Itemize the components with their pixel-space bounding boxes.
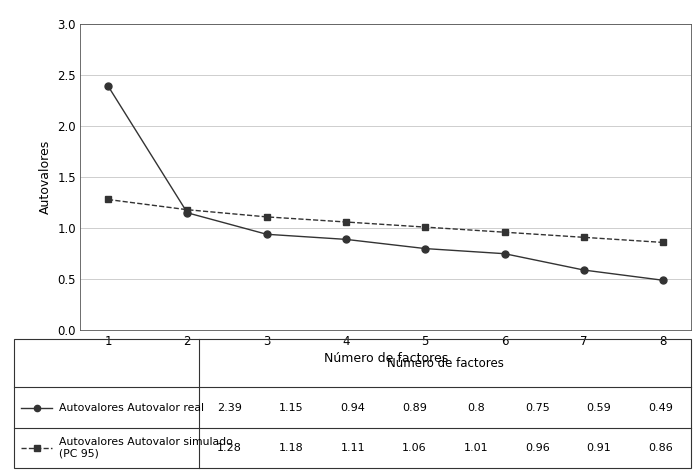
- Text: 1.28: 1.28: [217, 443, 242, 453]
- Text: 0.91: 0.91: [586, 443, 611, 453]
- Text: 0.94: 0.94: [340, 403, 365, 413]
- Text: 0.49: 0.49: [648, 403, 673, 413]
- Text: 0.96: 0.96: [525, 443, 549, 453]
- Text: 2.39: 2.39: [217, 403, 242, 413]
- Text: Autovalores Autovalor real: Autovalores Autovalor real: [59, 403, 205, 413]
- Text: Autovalores Autovalor simulado
(PC 95): Autovalores Autovalor simulado (PC 95): [59, 437, 233, 459]
- Text: 0.75: 0.75: [525, 403, 549, 413]
- Text: 1.11: 1.11: [341, 443, 365, 453]
- Text: Número de factores: Número de factores: [387, 357, 503, 370]
- Text: 1.01: 1.01: [463, 443, 488, 453]
- Text: 0.86: 0.86: [648, 443, 673, 453]
- Text: 0.89: 0.89: [402, 403, 426, 413]
- Text: 0.59: 0.59: [586, 403, 611, 413]
- Text: 1.06: 1.06: [402, 443, 426, 453]
- Text: Número de factores: Número de factores: [323, 352, 448, 365]
- Y-axis label: Autovalores: Autovalores: [39, 140, 52, 214]
- Text: 1.18: 1.18: [279, 443, 304, 453]
- Text: 0.8: 0.8: [467, 403, 484, 413]
- Text: 1.15: 1.15: [279, 403, 304, 413]
